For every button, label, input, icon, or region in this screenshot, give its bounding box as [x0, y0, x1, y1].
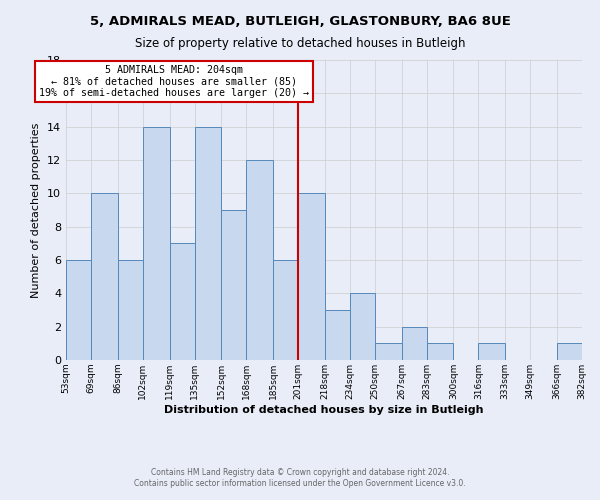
- Bar: [247, 160, 273, 360]
- Bar: [273, 260, 298, 360]
- Text: 5 ADMIRALS MEAD: 204sqm
← 81% of detached houses are smaller (85)
19% of semi-de: 5 ADMIRALS MEAD: 204sqm ← 81% of detache…: [39, 65, 309, 98]
- Bar: [427, 344, 454, 360]
- Bar: [91, 194, 118, 360]
- X-axis label: Distribution of detached houses by size in Butleigh: Distribution of detached houses by size …: [164, 404, 484, 414]
- Bar: [325, 310, 350, 360]
- Text: Contains HM Land Registry data © Crown copyright and database right 2024.
Contai: Contains HM Land Registry data © Crown c…: [134, 468, 466, 487]
- Bar: [298, 194, 325, 360]
- Text: 5, ADMIRALS MEAD, BUTLEIGH, GLASTONBURY, BA6 8UE: 5, ADMIRALS MEAD, BUTLEIGH, GLASTONBURY,…: [89, 15, 511, 28]
- Bar: [66, 260, 91, 360]
- Bar: [170, 244, 194, 360]
- Bar: [478, 344, 505, 360]
- Bar: [221, 210, 247, 360]
- Bar: [350, 294, 375, 360]
- Text: Size of property relative to detached houses in Butleigh: Size of property relative to detached ho…: [135, 38, 465, 51]
- Y-axis label: Number of detached properties: Number of detached properties: [31, 122, 41, 298]
- Bar: [194, 126, 221, 360]
- Bar: [557, 344, 582, 360]
- Bar: [375, 344, 401, 360]
- Bar: [118, 260, 143, 360]
- Bar: [143, 126, 170, 360]
- Bar: [401, 326, 427, 360]
